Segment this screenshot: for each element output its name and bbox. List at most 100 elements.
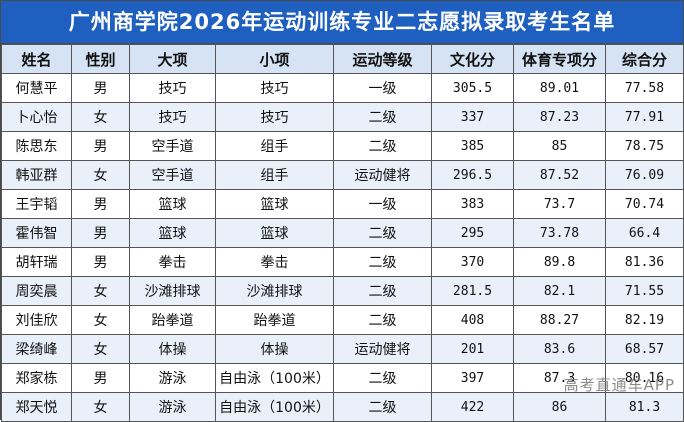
table-row: 陈思东男空手道 组手 二级 385 85 78.75 bbox=[1, 131, 684, 161]
cell-major-event: 体操 bbox=[129, 334, 216, 364]
cell-gender: 女 bbox=[71, 305, 130, 335]
cell-sub-event: 篮球 bbox=[215, 218, 334, 248]
cell-culture-score: 337 bbox=[431, 102, 514, 132]
cell-culture-score: 397 bbox=[431, 363, 514, 393]
cell-sport-level: 运动健将 bbox=[333, 334, 432, 364]
cell-major-event: 跆拳道 bbox=[129, 305, 216, 335]
table-row: 郑天悦女游泳 自由泳（100米） 二级 422 86 81.3 bbox=[1, 392, 684, 422]
cell-total-score: 77.58 bbox=[605, 73, 684, 103]
page-title: 广州商学院2026年运动训练专业二志愿拟录取考生名单 bbox=[1, 1, 683, 44]
table-row: 卜心怡女技巧 技巧 二级 337 87.23 77.91 bbox=[1, 102, 684, 132]
table-row: 梁绮峰女体操 体操 运动健将 201 83.6 68.57 bbox=[1, 334, 684, 364]
cell-total-score: 82.19 bbox=[605, 305, 684, 335]
cell-sub-event: 体操 bbox=[215, 334, 334, 364]
cell-gender: 男 bbox=[71, 131, 130, 161]
cell-culture-score: 383 bbox=[431, 189, 514, 219]
cell-sub-event: 拳击 bbox=[215, 247, 334, 277]
cell-major-event: 游泳 bbox=[129, 392, 216, 422]
table-header-row: 姓名 性别 大项 小项 运动等级 文化分 体育专项分 综合分 bbox=[1, 44, 684, 74]
cell-name: 陈思东 bbox=[1, 131, 72, 161]
cell-name: 周奕晨 bbox=[1, 276, 72, 306]
cell-sub-event: 篮球 bbox=[215, 189, 334, 219]
cell-sport-level: 二级 bbox=[333, 131, 432, 161]
cell-gender: 男 bbox=[71, 218, 130, 248]
header-sport-score: 体育专项分 bbox=[513, 44, 606, 74]
cell-sport-score: 89.8 bbox=[513, 247, 606, 277]
cell-sport-level: 二级 bbox=[333, 247, 432, 277]
cell-major-event: 拳击 bbox=[129, 247, 216, 277]
cell-sub-event: 技巧 bbox=[215, 102, 334, 132]
cell-major-event: 篮球 bbox=[129, 189, 216, 219]
cell-sub-event: 组手 bbox=[215, 160, 334, 190]
cell-sport-score: 87.52 bbox=[513, 160, 606, 190]
cell-name: 何慧平 bbox=[1, 73, 72, 103]
cell-gender: 男 bbox=[71, 73, 130, 103]
cell-name: 韩亚群 bbox=[1, 160, 72, 190]
cell-name: 王宇韬 bbox=[1, 189, 72, 219]
cell-culture-score: 370 bbox=[431, 247, 514, 277]
cell-sport-level: 一级 bbox=[333, 73, 432, 103]
cell-culture-score: 201 bbox=[431, 334, 514, 364]
header-major-event: 大项 bbox=[129, 44, 216, 74]
header-sub-event: 小项 bbox=[215, 44, 334, 74]
cell-sub-event: 组手 bbox=[215, 131, 334, 161]
cell-sport-score: 88.27 bbox=[513, 305, 606, 335]
cell-gender: 女 bbox=[71, 160, 130, 190]
cell-major-event: 技巧 bbox=[129, 102, 216, 132]
cell-culture-score: 422 bbox=[431, 392, 514, 422]
cell-sport-level: 二级 bbox=[333, 276, 432, 306]
cell-total-score: 77.91 bbox=[605, 102, 684, 132]
cell-major-event: 空手道 bbox=[129, 160, 216, 190]
cell-total-score: 80.16 bbox=[605, 363, 684, 393]
cell-major-event: 空手道 bbox=[129, 131, 216, 161]
cell-sport-level: 二级 bbox=[333, 392, 432, 422]
table-body: 何慧平男技巧 技巧 一级 305.5 89.01 77.58 卜心怡女技巧 技巧 二级 337 87… bbox=[1, 73, 684, 422]
table-row: 刘佳欣女跆拳道 跆拳道 二级 408 88.27 82.19 bbox=[1, 305, 684, 335]
cell-sport-score: 86 bbox=[513, 392, 606, 422]
cell-culture-score: 296.5 bbox=[431, 160, 514, 190]
cell-total-score: 78.75 bbox=[605, 131, 684, 161]
admission-table: 姓名 性别 大项 小项 运动等级 文化分 体育专项分 综合分 何慧平男技巧 技巧一… bbox=[1, 44, 684, 422]
table-row: 霍伟智男篮球 篮球 二级 295 73.78 66.4 bbox=[1, 218, 684, 248]
cell-sport-score: 83.6 bbox=[513, 334, 606, 364]
cell-sport-score: 82.1 bbox=[513, 276, 606, 306]
header-name: 姓名 bbox=[1, 44, 72, 74]
table-row: 王宇韬男篮球 篮球 一级 383 73.7 70.74 bbox=[1, 189, 684, 219]
cell-name: 霍伟智 bbox=[1, 218, 72, 248]
cell-major-event: 篮球 bbox=[129, 218, 216, 248]
cell-culture-score: 385 bbox=[431, 131, 514, 161]
table-row: 韩亚群女空手道 组手 运动健将 296.5 87.52 76.09 bbox=[1, 160, 684, 190]
cell-sub-event: 跆拳道 bbox=[215, 305, 334, 335]
cell-sport-score: 73.7 bbox=[513, 189, 606, 219]
cell-gender: 男 bbox=[71, 189, 130, 219]
cell-sport-score: 89.01 bbox=[513, 73, 606, 103]
header-sport-level: 运动等级 bbox=[333, 44, 432, 74]
cell-name: 郑家栋 bbox=[1, 363, 72, 393]
cell-gender: 女 bbox=[71, 334, 130, 364]
cell-culture-score: 281.5 bbox=[431, 276, 514, 306]
cell-sport-score: 73.78 bbox=[513, 218, 606, 248]
cell-gender: 男 bbox=[71, 363, 130, 393]
cell-sub-event: 自由泳（100米） bbox=[215, 392, 334, 422]
cell-name: 梁绮峰 bbox=[1, 334, 72, 364]
table-row: 何慧平男技巧 技巧 一级 305.5 89.01 77.58 bbox=[1, 73, 684, 103]
cell-total-score: 71.55 bbox=[605, 276, 684, 306]
cell-sport-level: 二级 bbox=[333, 102, 432, 132]
cell-total-score: 76.09 bbox=[605, 160, 684, 190]
cell-name: 郑天悦 bbox=[1, 392, 72, 422]
cell-sub-event: 技巧 bbox=[215, 73, 334, 103]
cell-sport-level: 二级 bbox=[333, 218, 432, 248]
cell-sub-event: 自由泳（100米） bbox=[215, 363, 334, 393]
cell-sport-level: 运动健将 bbox=[333, 160, 432, 190]
cell-sport-score: 85 bbox=[513, 131, 606, 161]
cell-gender: 女 bbox=[71, 392, 130, 422]
cell-major-event: 游泳 bbox=[129, 363, 216, 393]
cell-culture-score: 305.5 bbox=[431, 73, 514, 103]
table-row: 胡轩瑞男拳击 拳击 二级 370 89.8 81.36 bbox=[1, 247, 684, 277]
header-total-score: 综合分 bbox=[605, 44, 684, 74]
table-row: 周奕晨女沙滩排球 沙滩排球 二级 281.5 82.1 71.55 bbox=[1, 276, 684, 306]
cell-major-event: 沙滩排球 bbox=[129, 276, 216, 306]
cell-total-score: 81.3 bbox=[605, 392, 684, 422]
cell-culture-score: 295 bbox=[431, 218, 514, 248]
